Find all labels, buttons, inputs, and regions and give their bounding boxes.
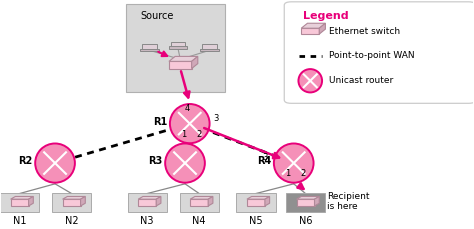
Polygon shape bbox=[156, 196, 161, 206]
FancyBboxPatch shape bbox=[138, 199, 156, 206]
FancyBboxPatch shape bbox=[180, 193, 219, 212]
FancyBboxPatch shape bbox=[10, 199, 28, 206]
Text: 2: 2 bbox=[301, 169, 306, 178]
FancyBboxPatch shape bbox=[169, 46, 187, 49]
FancyBboxPatch shape bbox=[190, 199, 208, 206]
Polygon shape bbox=[319, 23, 325, 34]
Polygon shape bbox=[297, 196, 319, 199]
FancyBboxPatch shape bbox=[169, 61, 191, 68]
Text: 1: 1 bbox=[182, 130, 187, 139]
Ellipse shape bbox=[299, 69, 322, 93]
Text: N1: N1 bbox=[13, 216, 27, 226]
Text: Point-to-point WAN: Point-to-point WAN bbox=[329, 52, 415, 60]
Text: 4: 4 bbox=[185, 104, 190, 113]
Text: N6: N6 bbox=[299, 216, 312, 226]
FancyBboxPatch shape bbox=[143, 44, 156, 49]
Polygon shape bbox=[10, 196, 33, 199]
Text: Legend: Legend bbox=[303, 11, 349, 21]
Text: Ethernet switch: Ethernet switch bbox=[329, 27, 400, 36]
FancyBboxPatch shape bbox=[202, 44, 217, 49]
Ellipse shape bbox=[165, 144, 205, 183]
Ellipse shape bbox=[35, 144, 75, 183]
FancyBboxPatch shape bbox=[284, 2, 474, 103]
Polygon shape bbox=[301, 23, 325, 28]
Text: N4: N4 bbox=[192, 216, 206, 226]
Text: N3: N3 bbox=[140, 216, 154, 226]
Text: Unicast router: Unicast router bbox=[329, 76, 393, 85]
FancyBboxPatch shape bbox=[0, 193, 39, 212]
Polygon shape bbox=[28, 196, 33, 206]
FancyBboxPatch shape bbox=[297, 199, 315, 206]
Text: R2: R2 bbox=[18, 156, 32, 166]
Polygon shape bbox=[81, 196, 85, 206]
Polygon shape bbox=[315, 196, 319, 206]
FancyBboxPatch shape bbox=[63, 199, 81, 206]
FancyBboxPatch shape bbox=[140, 49, 159, 51]
FancyBboxPatch shape bbox=[52, 193, 91, 212]
FancyBboxPatch shape bbox=[171, 42, 185, 47]
Text: N5: N5 bbox=[249, 216, 263, 226]
Text: Recipient
is here: Recipient is here bbox=[327, 192, 369, 211]
Ellipse shape bbox=[170, 104, 210, 143]
Text: R3: R3 bbox=[148, 156, 162, 166]
Polygon shape bbox=[191, 56, 198, 68]
Polygon shape bbox=[169, 56, 198, 61]
Text: N2: N2 bbox=[65, 216, 78, 226]
Polygon shape bbox=[138, 196, 161, 199]
Text: 2: 2 bbox=[196, 130, 201, 139]
Polygon shape bbox=[247, 196, 270, 199]
FancyBboxPatch shape bbox=[247, 199, 265, 206]
Text: 1: 1 bbox=[285, 169, 291, 178]
Polygon shape bbox=[63, 196, 85, 199]
FancyBboxPatch shape bbox=[201, 49, 219, 51]
Text: Source: Source bbox=[140, 11, 173, 21]
FancyBboxPatch shape bbox=[128, 193, 167, 212]
Polygon shape bbox=[190, 196, 213, 199]
Text: R4: R4 bbox=[257, 156, 271, 166]
FancyBboxPatch shape bbox=[237, 193, 275, 212]
FancyBboxPatch shape bbox=[126, 4, 225, 92]
Polygon shape bbox=[208, 196, 213, 206]
FancyBboxPatch shape bbox=[301, 28, 319, 34]
Text: R1: R1 bbox=[153, 117, 167, 127]
Ellipse shape bbox=[274, 144, 314, 183]
Polygon shape bbox=[265, 196, 270, 206]
Text: 3: 3 bbox=[213, 114, 219, 123]
Text: 3: 3 bbox=[262, 153, 268, 162]
FancyBboxPatch shape bbox=[286, 193, 325, 212]
